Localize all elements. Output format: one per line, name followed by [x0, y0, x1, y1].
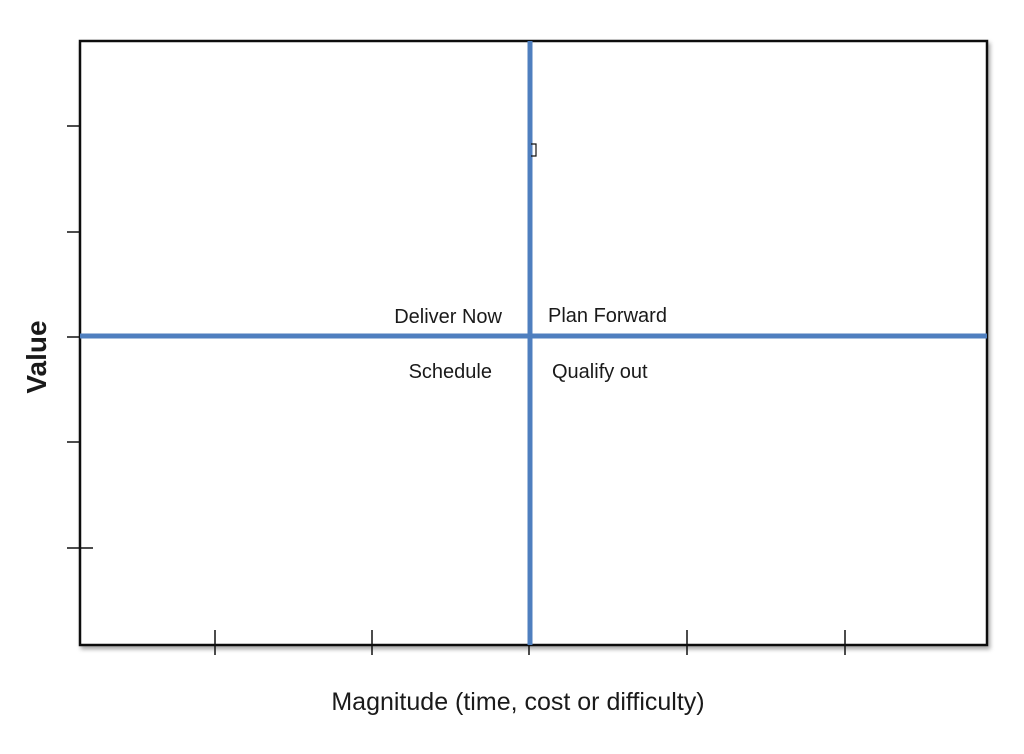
y-axis-ticks: [67, 125, 93, 549]
quadrant-label-plan-forward: Plan Forward: [548, 305, 667, 327]
quadrant-label-schedule: Schedule: [409, 361, 492, 383]
plot-frame: [78, 39, 989, 647]
quadrant-label-deliver-now: Deliver Now: [394, 306, 502, 328]
divider-marker: [531, 143, 537, 157]
quadrant-label-qualify-out: Qualify out: [552, 361, 648, 383]
x-axis-label: Magnitude (time, cost or difficulty): [331, 688, 704, 716]
y-axis-label: Value: [21, 320, 52, 393]
x-axis-ticks: [214, 630, 846, 655]
